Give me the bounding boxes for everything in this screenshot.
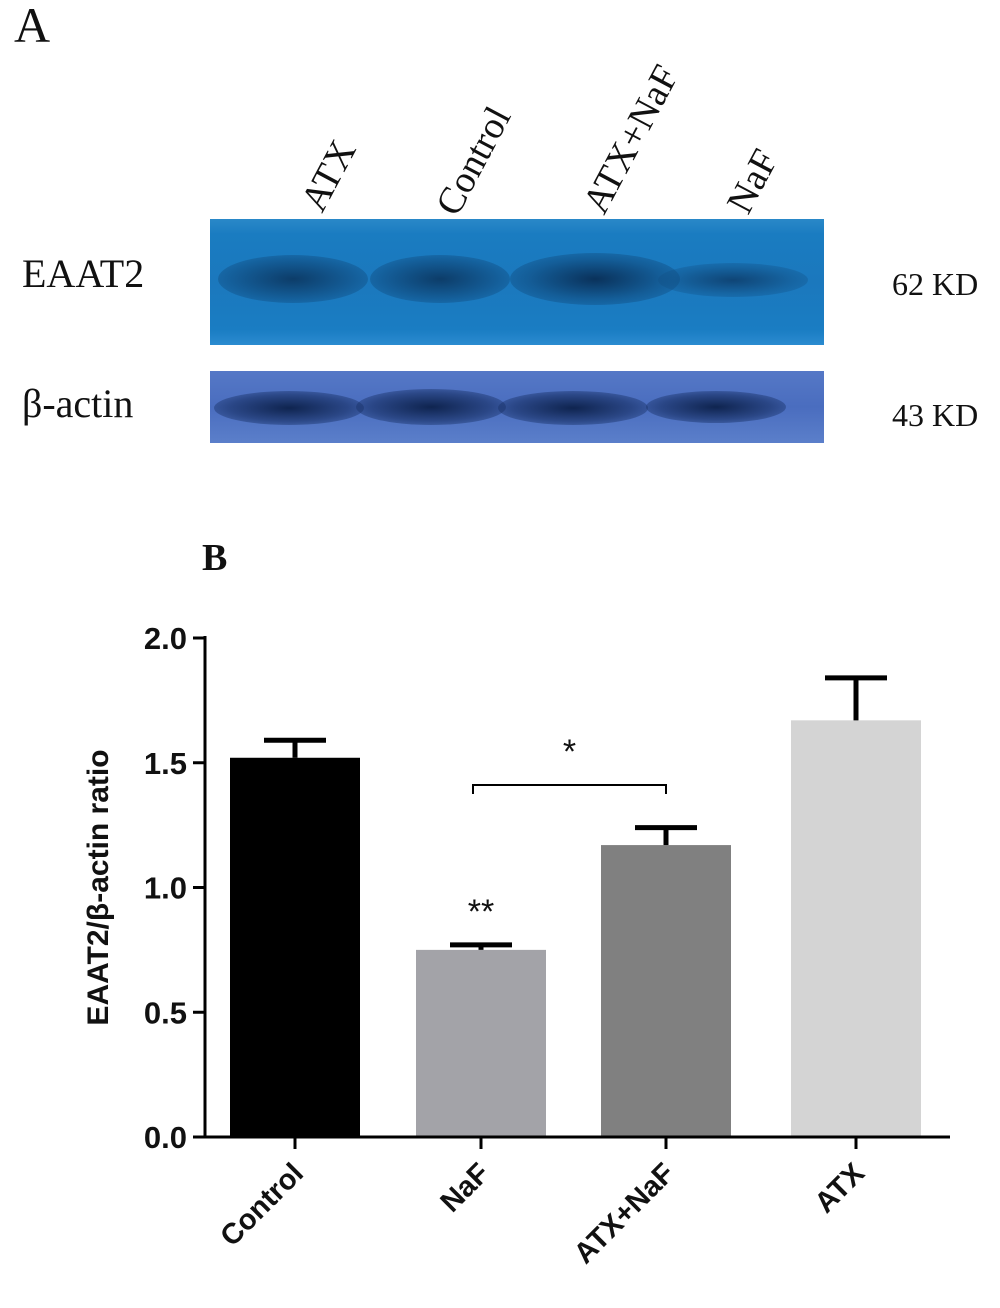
bar-atx (791, 720, 921, 1137)
bar-naf (416, 949, 546, 1137)
bar-chart: 0.0 0.5 1.0 1.5 2.0 Control NaF ATX+NaF ATX EAAT2… (82, 621, 950, 1270)
band-label-actin: β-actin (22, 381, 134, 426)
bar-control (230, 757, 360, 1137)
x-tick-label: Control (214, 1157, 310, 1253)
lane-label-atx: ATX (292, 133, 365, 219)
blot-band (498, 391, 648, 425)
lane-label-naf: NaF (718, 142, 787, 221)
lane-label-control: Control (427, 99, 520, 223)
x-tick-label: ATX (809, 1157, 872, 1220)
y-tick-label: 2.0 (144, 621, 187, 656)
y-tick-label: 0.0 (144, 1120, 187, 1155)
y-tick-label: 0.5 (144, 995, 187, 1030)
significance-marker: ** (468, 893, 494, 931)
y-axis-label: EAAT2/β-actin ratio (82, 749, 115, 1025)
blot-band (356, 389, 506, 425)
blot-band (658, 263, 808, 297)
band-label-eaat2: EAAT2 (22, 251, 145, 296)
western-blot-eaat2 (210, 219, 824, 345)
significance-marker: * (563, 733, 576, 771)
y-tick-label: 1.0 (144, 871, 187, 906)
bar-atx-naf (601, 845, 731, 1137)
blot-band (370, 255, 510, 303)
panel-a-letter: A (14, 0, 51, 53)
significance-bracket (472, 784, 667, 794)
kd-label-actin: 43 KD (892, 397, 979, 433)
panel-b-letter: B (202, 537, 228, 579)
western-blot-actin (210, 371, 824, 443)
blot-band (510, 253, 680, 305)
blot-band (214, 391, 364, 425)
x-tick-label: ATX+NaF (568, 1157, 681, 1270)
blot-band (218, 255, 368, 303)
y-tick-label: 1.5 (144, 746, 187, 781)
kd-label-eaat2: 62 KD (892, 266, 979, 302)
blot-band (646, 391, 786, 423)
lane-label-atx-naf: ATX+NaF (574, 58, 688, 221)
x-tick-label: NaF (435, 1157, 496, 1218)
